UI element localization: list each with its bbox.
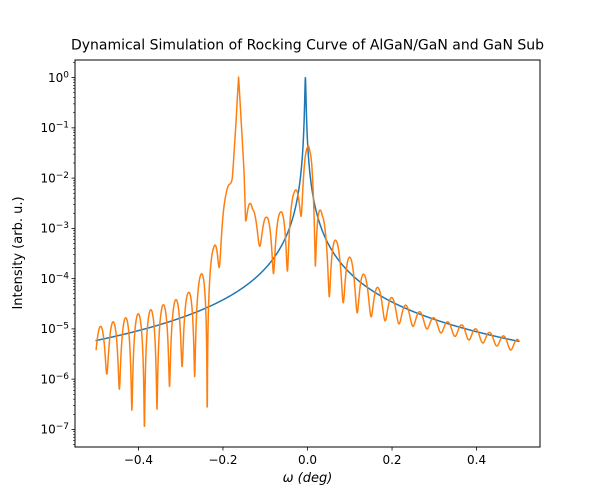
- x-tick-label: 0.4: [467, 453, 486, 467]
- y-tick-label: 100: [48, 70, 69, 85]
- y-tick-label: 10−6: [40, 372, 69, 387]
- x-tick-label: 0.2: [382, 453, 401, 467]
- y-tick-label: 10−3: [40, 221, 69, 236]
- series-gan-sub-line: [95, 76, 520, 343]
- x-tick-label: −0.4: [124, 453, 153, 467]
- y-axis-label: Intensity (arb. u.): [11, 196, 26, 309]
- chart-title: Dynamical Simulation of Rocking Curve of…: [71, 38, 544, 54]
- x-tick-label: −0.2: [208, 453, 237, 467]
- x-tick-label: 0.0: [298, 453, 317, 467]
- y-tick-label: 10−4: [40, 271, 69, 286]
- y-tick-label: 10−1: [40, 121, 69, 136]
- y-tick-label: 10−5: [40, 322, 69, 337]
- data-series: [95, 76, 520, 427]
- y-tick-label: 10−2: [40, 171, 69, 186]
- x-axis-label: ω (deg): [283, 471, 333, 486]
- y-tick-label: 10−7: [40, 422, 69, 437]
- axes: −0.4 −0.2 0.0 0.2 0.4 100 10−1 10−2 10−3 10−4 10−5…: [40, 59, 541, 467]
- series-algan-layer-line: [95, 76, 520, 427]
